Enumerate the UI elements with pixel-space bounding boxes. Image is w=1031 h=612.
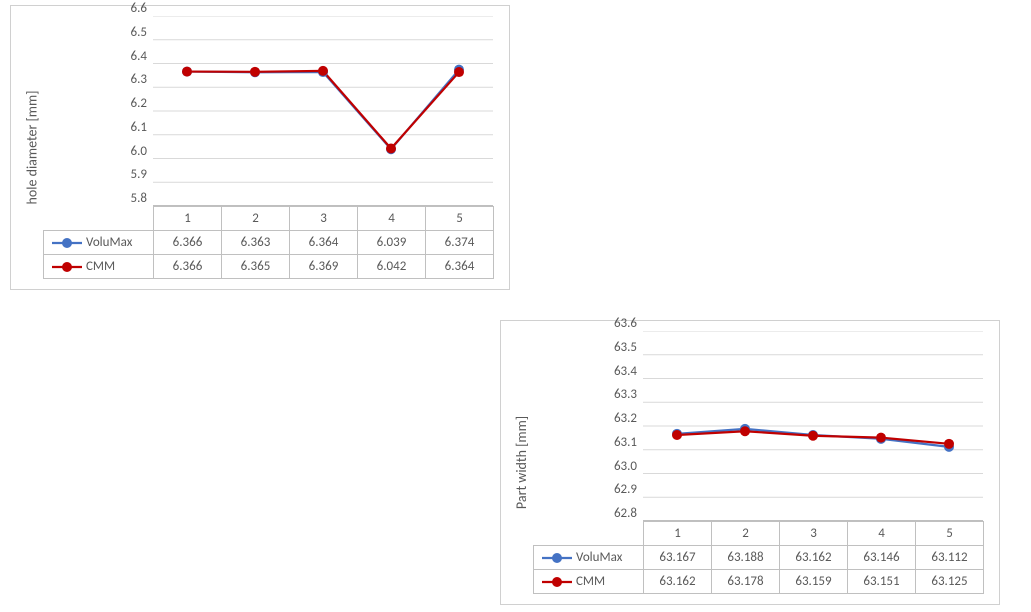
chart1-line-volumax	[187, 70, 459, 150]
chart2-marker	[672, 430, 682, 440]
chart1-legend-label: VoluMax	[86, 235, 132, 250]
chart2-legend-swatch	[542, 552, 572, 564]
chart2-value-cell: 63.162	[644, 570, 712, 594]
chart1-marker	[386, 144, 396, 154]
chart2-legend-label: CMM	[576, 574, 605, 589]
chart2-panel: Part width [mm]63.663.563.463.363.263.16…	[500, 320, 1000, 605]
chart2-category: 1	[644, 522, 712, 546]
chart1-marker	[250, 67, 260, 77]
chart1-value-cell: 6.369	[290, 255, 358, 279]
chart1-marker	[318, 66, 328, 76]
chart2-category: 4	[848, 522, 916, 546]
chart2-value-cell: 63.151	[848, 570, 916, 594]
chart2-marker	[876, 433, 886, 443]
chart1-category: 2	[222, 207, 290, 231]
chart2-ylabel: Part width [mm]	[514, 416, 531, 509]
chart1-value-cell: 6.366	[154, 255, 222, 279]
chart2-value-cell: 63.112	[916, 546, 984, 570]
chart1-value-cell: 6.366	[154, 231, 222, 255]
chart2-legend-cmm: CMM	[534, 570, 644, 594]
chart1-value-cell: 6.364	[426, 255, 494, 279]
chart1-data-table: 12345VoluMax6.3666.3636.3646.0396.374CMM…	[43, 206, 494, 279]
chart1-category: 5	[426, 207, 494, 231]
chart1-category: 4	[358, 207, 426, 231]
chart1-category: 1	[154, 207, 222, 231]
chart2-value-cell: 63.178	[712, 570, 780, 594]
chart1-marker	[182, 67, 192, 77]
chart2-marker	[808, 431, 818, 441]
chart1-legend-cmm: CMM	[44, 255, 154, 279]
chart2-data-table: 12345VoluMax63.16763.18863.16263.14663.1…	[533, 521, 984, 594]
chart1-value-cell: 6.363	[222, 231, 290, 255]
chart1-value-cell: 6.365	[222, 255, 290, 279]
chart2-value-cell: 63.146	[848, 546, 916, 570]
chart1-legend-label: CMM	[86, 259, 115, 274]
chart1-value-cell: 6.039	[358, 231, 426, 255]
chart2-plot	[643, 331, 983, 521]
chart1-value-cell: 6.364	[290, 231, 358, 255]
chart2-category: 2	[712, 522, 780, 546]
chart2-value-cell: 63.125	[916, 570, 984, 594]
chart2-legend-volumax: VoluMax	[534, 546, 644, 570]
chart2-value-cell: 63.159	[780, 570, 848, 594]
chart2-marker	[944, 439, 954, 449]
chart1-value-cell: 6.042	[358, 255, 426, 279]
chart1-legend-swatch	[52, 261, 82, 273]
chart2-legend-swatch	[542, 576, 572, 588]
chart1-plot	[153, 16, 493, 206]
chart2-value-cell: 63.188	[712, 546, 780, 570]
chart1-ylabel: hole diameter [mm]	[24, 91, 41, 205]
chart2-category: 3	[780, 522, 848, 546]
chart2-value-cell: 63.162	[780, 546, 848, 570]
chart2-legend-label: VoluMax	[576, 550, 622, 565]
chart1-panel: hole diameter [mm]6.66.56.46.36.26.16.05…	[10, 5, 510, 290]
chart1-legend-swatch	[52, 237, 82, 249]
chart2-value-cell: 63.167	[644, 546, 712, 570]
chart1-line-cmm	[187, 71, 459, 149]
chart1-legend-volumax: VoluMax	[44, 231, 154, 255]
chart2-marker	[740, 426, 750, 436]
chart1-marker	[454, 67, 464, 77]
chart1-category: 3	[290, 207, 358, 231]
chart2-category: 5	[916, 522, 984, 546]
chart1-value-cell: 6.374	[426, 231, 494, 255]
